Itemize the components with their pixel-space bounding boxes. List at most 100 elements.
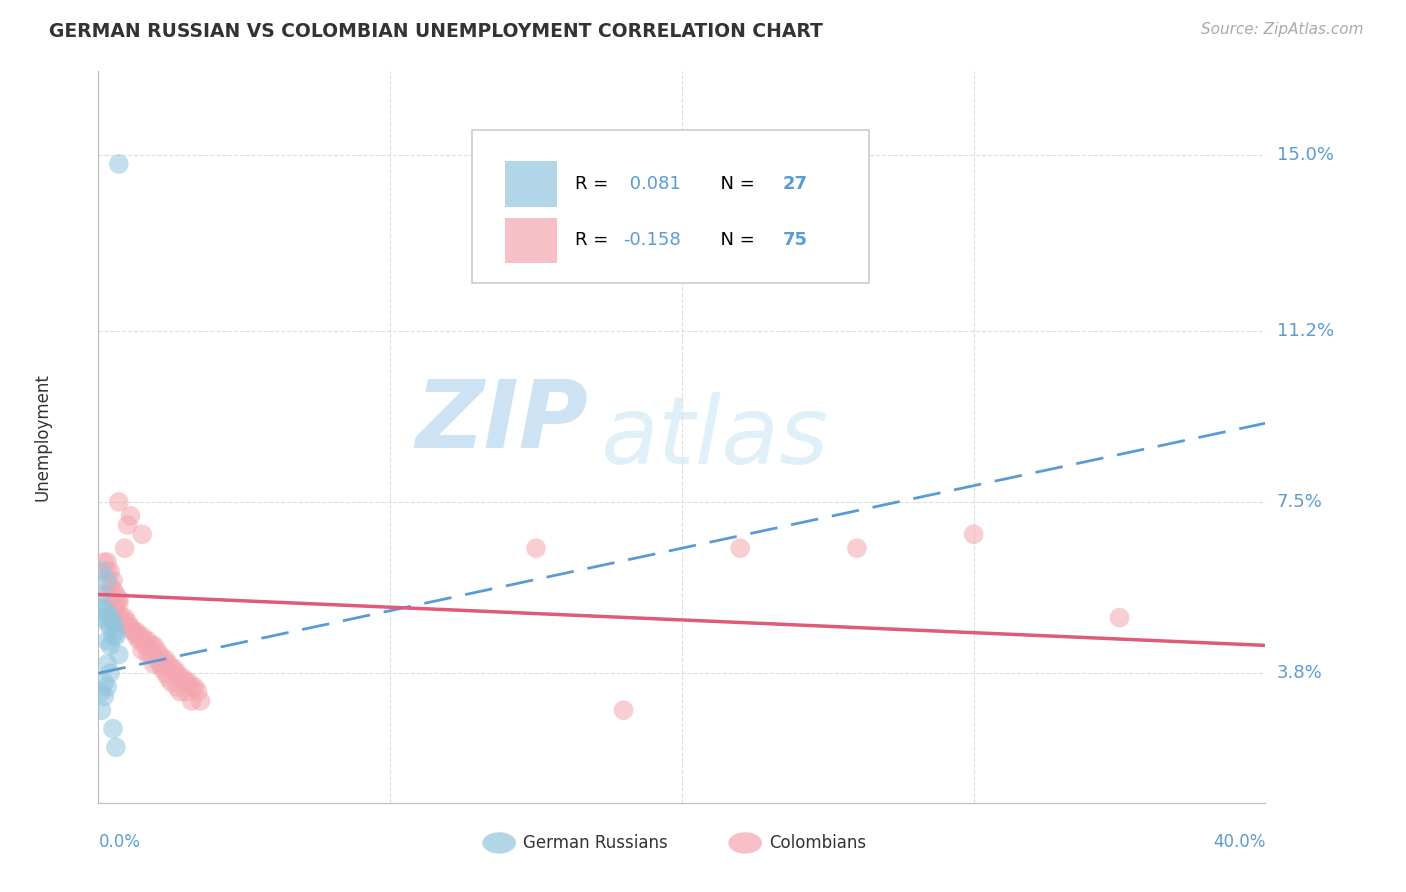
Point xyxy=(96,633,118,648)
Point xyxy=(93,675,115,690)
Point xyxy=(104,624,127,639)
Point xyxy=(962,527,984,541)
Point xyxy=(96,615,118,630)
Point xyxy=(96,680,118,694)
Point xyxy=(90,703,112,717)
Point xyxy=(134,633,156,648)
Point xyxy=(90,565,112,579)
Point xyxy=(149,648,172,662)
Point xyxy=(104,597,127,611)
Point xyxy=(149,657,172,671)
Point xyxy=(111,615,134,630)
Point xyxy=(98,610,121,624)
Text: 7.5%: 7.5% xyxy=(1277,493,1323,511)
Point xyxy=(187,684,209,698)
Point xyxy=(128,629,150,643)
Text: Colombians: Colombians xyxy=(769,834,866,852)
Point xyxy=(90,587,112,601)
Text: 0.081: 0.081 xyxy=(624,175,681,193)
Point xyxy=(155,666,177,681)
Point xyxy=(101,606,124,620)
Point xyxy=(120,508,142,523)
Point xyxy=(155,652,177,666)
Point xyxy=(190,694,212,708)
Point xyxy=(104,587,127,601)
Point xyxy=(104,740,127,755)
Point xyxy=(98,639,121,653)
Point xyxy=(111,610,134,624)
Point xyxy=(98,620,121,634)
Text: N =: N = xyxy=(709,231,761,250)
Point xyxy=(139,639,162,653)
Text: 11.2%: 11.2% xyxy=(1277,322,1334,340)
Point xyxy=(108,495,131,509)
Point xyxy=(93,601,115,615)
Point xyxy=(157,671,180,685)
Point xyxy=(114,610,136,624)
Point xyxy=(177,675,200,690)
Point xyxy=(136,633,159,648)
FancyBboxPatch shape xyxy=(505,161,557,207)
Point xyxy=(114,541,136,556)
Point xyxy=(166,666,188,681)
Point xyxy=(146,652,169,666)
Point xyxy=(846,541,869,556)
Point xyxy=(169,684,191,698)
Text: German Russians: German Russians xyxy=(523,834,668,852)
Point xyxy=(96,574,118,588)
Point xyxy=(131,643,153,657)
FancyBboxPatch shape xyxy=(472,130,869,284)
Point xyxy=(96,565,118,579)
Point xyxy=(93,690,115,704)
Point xyxy=(114,615,136,630)
Point xyxy=(180,680,202,694)
Point xyxy=(108,592,131,607)
Text: Source: ZipAtlas.com: Source: ZipAtlas.com xyxy=(1201,22,1364,37)
Point xyxy=(174,675,197,690)
Point xyxy=(101,615,124,630)
Point xyxy=(163,661,186,675)
Point xyxy=(160,661,183,675)
Point xyxy=(122,624,145,639)
Point xyxy=(152,652,174,666)
Text: 75: 75 xyxy=(782,231,807,250)
Point xyxy=(108,597,131,611)
Point xyxy=(101,592,124,607)
Point xyxy=(612,703,634,717)
Point xyxy=(98,565,121,579)
Point xyxy=(128,633,150,648)
Point xyxy=(146,643,169,657)
Point xyxy=(125,624,148,639)
Point xyxy=(122,624,145,639)
Text: R =: R = xyxy=(575,231,613,250)
Point xyxy=(96,555,118,569)
FancyBboxPatch shape xyxy=(505,218,557,263)
Text: R =: R = xyxy=(575,175,613,193)
Point xyxy=(104,601,127,615)
Point xyxy=(131,527,153,541)
Text: -0.158: -0.158 xyxy=(624,231,682,250)
Point xyxy=(160,675,183,690)
Point xyxy=(108,648,131,662)
Point xyxy=(108,157,131,171)
Point xyxy=(730,541,752,556)
Point xyxy=(117,620,139,634)
Point xyxy=(117,518,139,533)
Point xyxy=(157,657,180,671)
Point xyxy=(93,555,115,569)
Text: N =: N = xyxy=(709,175,761,193)
Text: 40.0%: 40.0% xyxy=(1213,833,1265,851)
Text: Unemployment: Unemployment xyxy=(34,373,52,501)
Point xyxy=(125,629,148,643)
Point xyxy=(139,648,162,662)
Point xyxy=(131,629,153,643)
Text: atlas: atlas xyxy=(600,392,828,483)
Point xyxy=(120,620,142,634)
Point xyxy=(142,639,165,653)
Point xyxy=(152,661,174,675)
Point xyxy=(136,648,159,662)
Point xyxy=(172,671,194,685)
Point xyxy=(93,610,115,624)
Point xyxy=(101,582,124,597)
Point xyxy=(101,722,124,736)
